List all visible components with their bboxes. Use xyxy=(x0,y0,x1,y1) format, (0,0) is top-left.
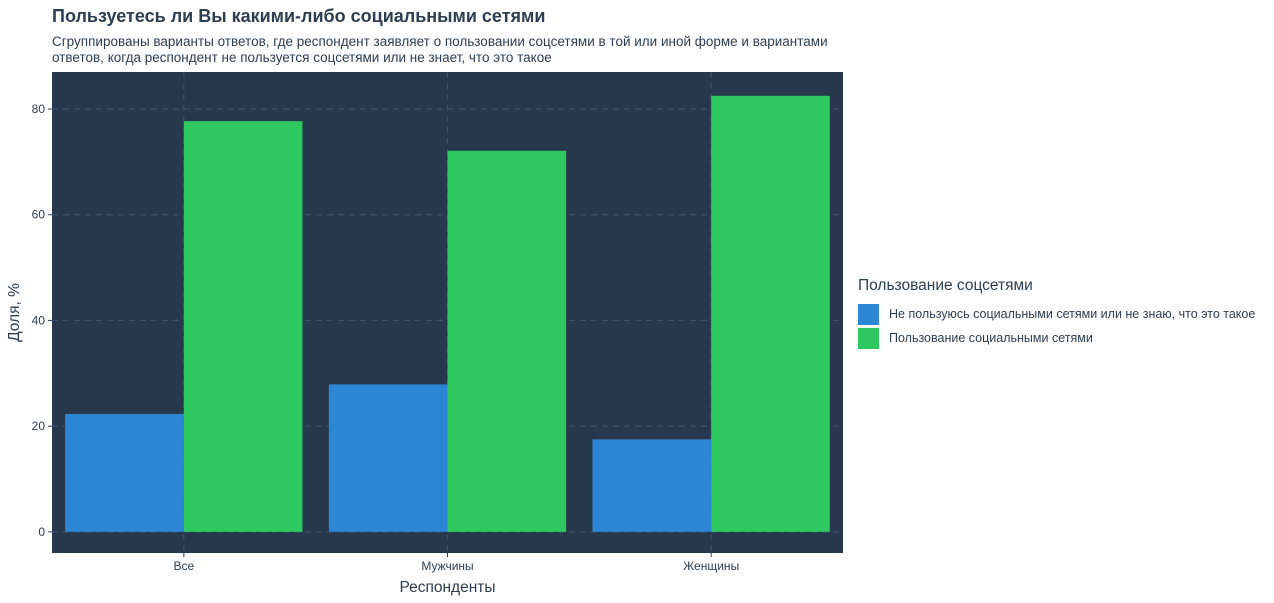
y-axis-label: Доля, % xyxy=(6,283,23,342)
chart-subtitle: Сгруппированы варианты ответов, где респ… xyxy=(52,34,828,65)
bar-not-using-1 xyxy=(328,384,448,532)
legend-item-using: Пользование социальными сетями xyxy=(858,326,1255,350)
x-tick-label: Мужчины xyxy=(421,559,473,573)
x-axis-label: Респонденты xyxy=(399,579,495,596)
y-tick-label: 40 xyxy=(32,313,46,327)
y-tick-label: 60 xyxy=(32,208,46,222)
legend-item-not-using: Не пользуюсь социальными сетями или не з… xyxy=(858,302,1255,326)
bar-not-using-2 xyxy=(592,439,712,532)
legend: Пользование соцсетями Не пользуюсь социа… xyxy=(858,277,1255,350)
x-tick-label: Все xyxy=(173,559,194,573)
bar-using-1 xyxy=(447,150,567,532)
y-tick-label: 0 xyxy=(38,525,45,539)
y-tick-label: 80 xyxy=(32,102,46,116)
bar-using-0 xyxy=(183,121,303,532)
legend-key-not-using xyxy=(858,303,879,325)
legend-label-not-using: Не пользуюсь социальными сетями или не з… xyxy=(889,307,1256,321)
y-tick-label: 20 xyxy=(32,419,46,433)
legend-label-using: Пользование социальными сетями xyxy=(889,331,1093,345)
bar-not-using-0 xyxy=(65,413,184,532)
chart-title: Пользуетесь ли Вы какими-либо социальным… xyxy=(52,6,546,26)
bar-using-2 xyxy=(711,95,830,532)
legend-key-using xyxy=(858,327,879,349)
legend-title: Пользование соцсетями xyxy=(858,277,1033,294)
x-tick-label: Женщины xyxy=(683,559,739,573)
